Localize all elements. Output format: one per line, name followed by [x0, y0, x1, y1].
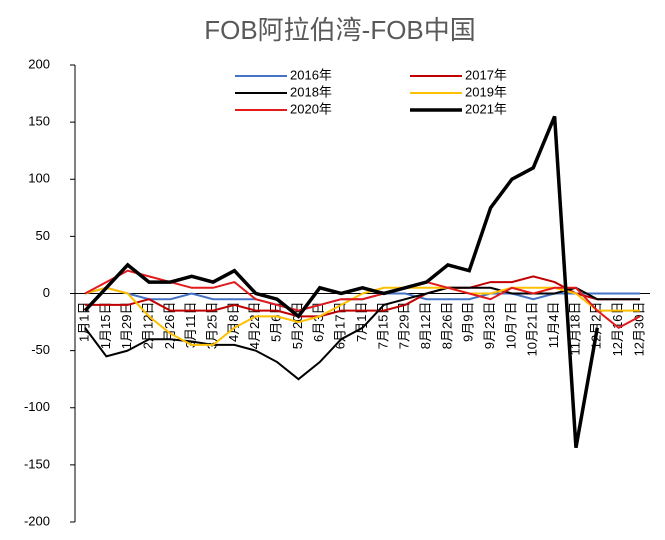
y-tick-label: -150 [24, 456, 50, 471]
x-tick-label: 2月26日 [162, 302, 177, 350]
x-tick-label: 7月15日 [375, 302, 390, 350]
x-tick-label: 7月1日 [354, 302, 369, 342]
y-tick-label: -100 [24, 399, 50, 414]
y-tick-label: 200 [28, 56, 50, 71]
series-line [84, 286, 640, 381]
series-line [85, 275, 640, 318]
legend-label: 2016年 [290, 67, 332, 82]
chart-title: FOB阿拉伯湾-FOB中国 [204, 15, 476, 45]
y-tick-label: 150 [28, 114, 50, 129]
y-tick-label: 50 [36, 228, 50, 243]
legend-label: 2018年 [290, 84, 332, 99]
x-tick-label: 6月3日 [311, 302, 326, 342]
series-line [84, 286, 640, 346]
x-tick-label: 5月6日 [269, 302, 284, 342]
x-tick-label: 8月26日 [439, 302, 454, 350]
x-tick-label: 9月9日 [461, 302, 476, 342]
x-tick-label: 1月15日 [98, 302, 113, 350]
y-tick-label: 0 [43, 285, 50, 300]
series-line [84, 269, 641, 329]
series-line [83, 115, 600, 449]
x-tick-label: 2月12日 [140, 302, 155, 350]
y-tick-label: -200 [24, 513, 50, 528]
x-tick-label: 11月4日 [546, 302, 561, 349]
legend-label: 2020年 [290, 101, 332, 116]
x-tick-label: 3月25日 [205, 302, 220, 350]
x-tick-label: 8月12日 [418, 302, 433, 350]
x-tick-label: 7月29日 [397, 302, 412, 350]
x-tick-label: 10月21日 [525, 302, 540, 357]
x-tick-label: 1月29日 [119, 302, 134, 350]
legend-label: 2021年 [465, 101, 507, 116]
x-tick-label: 10月7日 [503, 302, 518, 350]
x-tick-label: 9月23日 [482, 301, 497, 349]
y-tick-label: 100 [28, 171, 50, 186]
legend-label: 2019年 [465, 84, 507, 99]
x-tick-label: 12月30日 [631, 302, 646, 357]
x-tick-label: 11月18日 [567, 302, 582, 356]
x-tick-label: 3月11日 [183, 302, 198, 349]
x-tick-label: 12月16日 [610, 302, 625, 357]
legend-label: 2017年 [465, 67, 507, 82]
x-tick-label: 4月22日 [247, 302, 262, 350]
y-tick-label: -50 [31, 342, 50, 357]
